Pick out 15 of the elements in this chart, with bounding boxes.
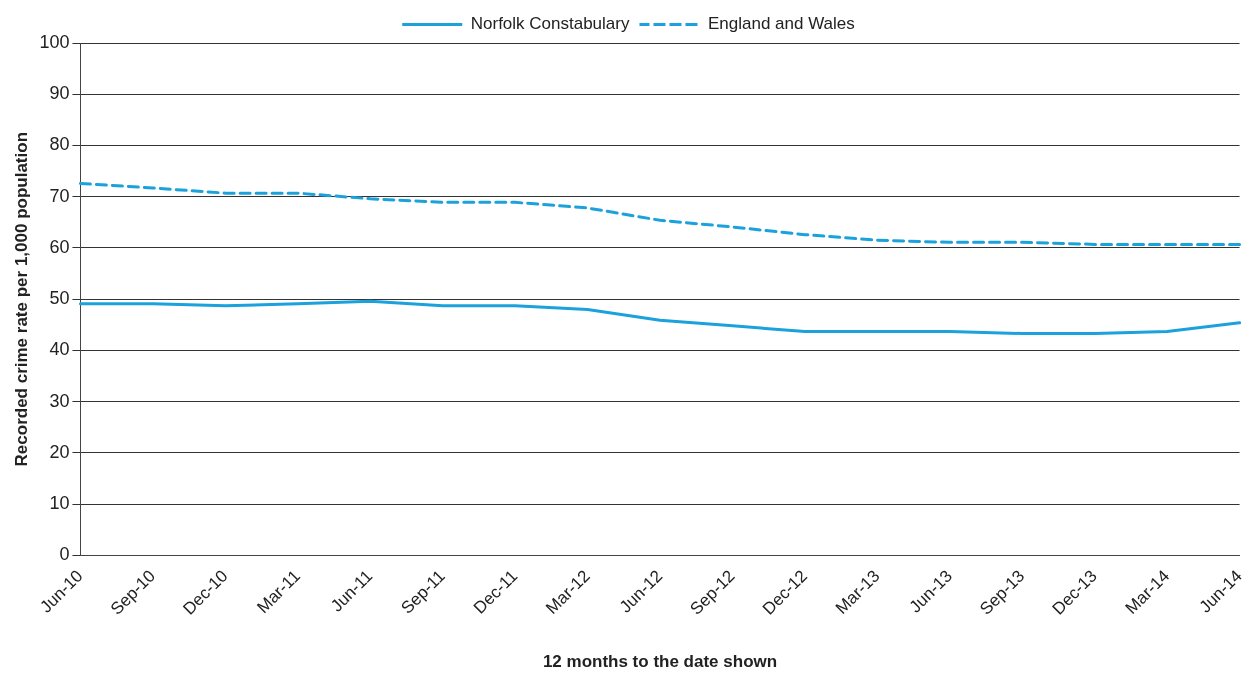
y-tick-label: 60 [49, 236, 70, 257]
x-axis-title: 12 months to the date shown [542, 652, 778, 672]
legend-label: England and Wales [707, 14, 855, 34]
y-tick-label: 20 [49, 441, 70, 462]
y-tick-label: 0 [59, 544, 70, 565]
y-tick-label: 100 [39, 31, 70, 52]
y-axis-title: Recorded crime rate per 1,000 population [11, 131, 31, 467]
y-tick-label: 50 [49, 288, 70, 309]
y-tick-label: 80 [49, 134, 70, 155]
y-tick-label: 10 [49, 493, 70, 514]
y-tick-label: 40 [49, 339, 70, 360]
legend-label: Norfolk Constabulary [470, 14, 630, 34]
y-tick-label: 90 [49, 83, 70, 104]
y-tick-label: 70 [49, 185, 70, 206]
y-tick-label: 30 [49, 390, 70, 411]
